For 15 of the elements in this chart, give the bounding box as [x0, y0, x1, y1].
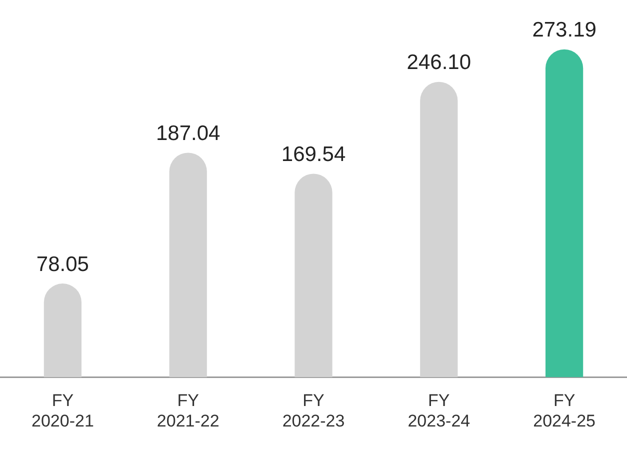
x-tick-label: FY 2020-21 — [32, 391, 94, 430]
bar — [545, 49, 584, 378]
data-label: 78.05 — [36, 252, 89, 276]
data-label: 169.54 — [281, 143, 346, 166]
bar — [44, 284, 82, 378]
x-tick-label: FY 2024-25 — [533, 391, 596, 430]
data-label: 246.10 — [406, 51, 472, 74]
bar — [294, 174, 332, 378]
x-tick-label: FY 2021-22 — [156, 391, 220, 430]
x-tick-label: FY 2022-23 — [282, 391, 345, 430]
data-label: 187.04 — [156, 122, 221, 146]
data-label: 273.19 — [532, 18, 596, 42]
x-tick-label: FY 2023-24 — [408, 391, 470, 430]
bar — [420, 82, 458, 378]
bar — [169, 152, 207, 378]
